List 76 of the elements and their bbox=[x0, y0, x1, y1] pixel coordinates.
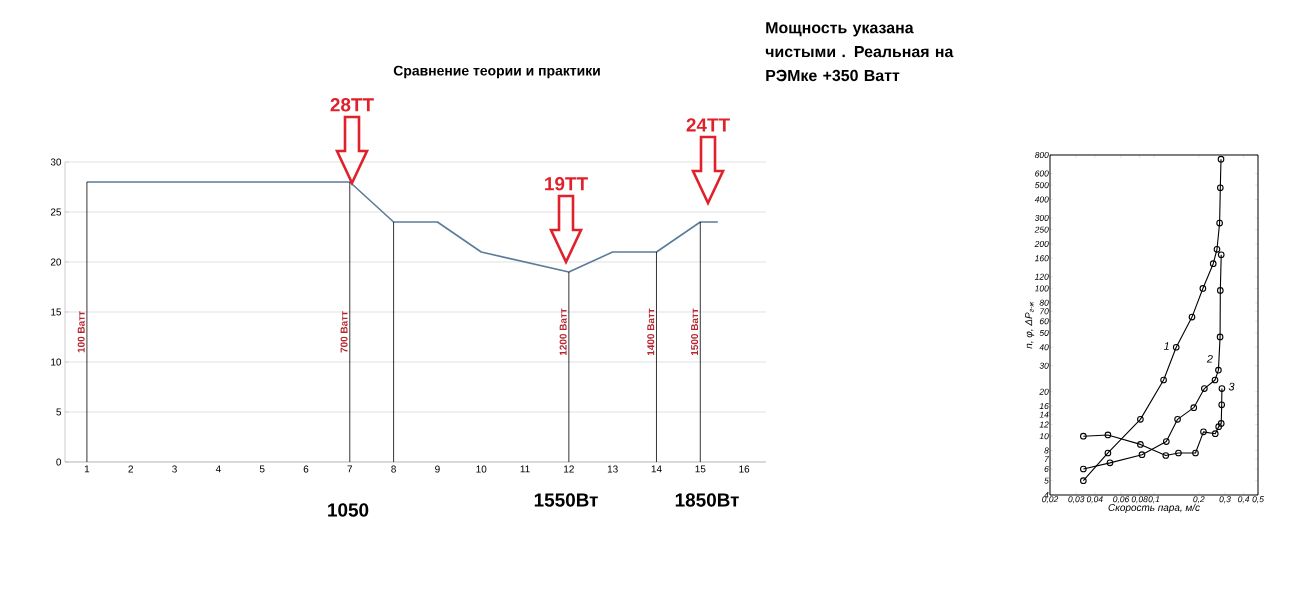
y-tick-label: 40 bbox=[1039, 344, 1049, 351]
x-tick-label: 0,03 bbox=[1068, 496, 1085, 504]
y-tick-label: 7 bbox=[1044, 456, 1050, 463]
y-tick-label: 20 bbox=[50, 258, 62, 266]
text: 1850Вт bbox=[675, 493, 739, 507]
y-tick-label: 500 bbox=[1034, 182, 1049, 189]
y-tick-label: 25 bbox=[50, 208, 62, 216]
x-tick-label: 9 bbox=[435, 465, 440, 473]
x-tick-label: 6 bbox=[303, 465, 309, 473]
x-tick-label: 1 bbox=[84, 465, 90, 473]
x-tick-label: 0,3 bbox=[1219, 496, 1231, 504]
x-tick-label: 16 bbox=[739, 465, 750, 473]
x-tick-label: 4 bbox=[215, 465, 221, 473]
y-tick-label: 5 bbox=[1044, 477, 1049, 484]
text: 1550Вт bbox=[534, 493, 598, 507]
y-tick-label: 10 bbox=[1039, 433, 1049, 440]
ref-line-label: 1200 Ватт bbox=[559, 308, 567, 356]
y-tick-label: 16 bbox=[1039, 403, 1049, 410]
y-tick-label: 14 bbox=[1039, 411, 1049, 418]
y-tick-label: 20 bbox=[1039, 388, 1049, 395]
ref-line-label: 700 Ватт bbox=[340, 311, 348, 353]
series-label: 1 bbox=[1163, 342, 1169, 350]
x-tick-label: 0,1 bbox=[1148, 496, 1160, 504]
y-tick-label: 600 bbox=[1035, 170, 1049, 177]
ref-line-label: 1500 Ватт bbox=[691, 308, 699, 356]
y-tick-label: 120 bbox=[1034, 273, 1049, 280]
y-tick-label: 200 bbox=[1034, 240, 1049, 247]
y-tick-label: 800 bbox=[1034, 152, 1049, 158]
y-tick-label: 400 bbox=[1034, 196, 1049, 203]
y-tick-label: 160 bbox=[1034, 255, 1049, 262]
x-tick-label: 3 bbox=[172, 465, 177, 473]
x-tick-label: 10 bbox=[476, 465, 487, 473]
y-tick-label: 0 bbox=[56, 458, 62, 466]
x-axis-title: Скорость пара, м/с bbox=[1108, 503, 1200, 513]
x-tick-label: 5 bbox=[259, 465, 265, 473]
y-tick-label: 4 bbox=[1044, 492, 1049, 498]
y-tick-label: 60 bbox=[1039, 318, 1049, 325]
x-tick-label: 15 bbox=[695, 465, 706, 473]
x-tick-label: 12 bbox=[564, 465, 574, 473]
x-tick-label: 0,02 bbox=[1042, 496, 1059, 504]
x-tick-label: 8 bbox=[391, 465, 396, 473]
ref-line-label: 1400 Ватт bbox=[647, 308, 655, 356]
y-tick-label: 80 bbox=[1039, 299, 1049, 306]
x-tick-label: 0,06 bbox=[1113, 496, 1130, 504]
y-tick-label: 8 bbox=[1044, 447, 1049, 454]
text: 24ТТ bbox=[686, 118, 730, 132]
series-label: 2 bbox=[1206, 354, 1213, 363]
y-tick-label: 15 bbox=[51, 308, 62, 316]
ref-line-label: 100 Ватт bbox=[77, 311, 85, 353]
y-tick-label: 30 bbox=[50, 158, 62, 166]
x-tick-label: 0,5 bbox=[1252, 496, 1264, 504]
series-label: 3 bbox=[1228, 382, 1235, 391]
annotation: 19ТТ bbox=[545, 177, 588, 191]
text: 28ТТ bbox=[330, 98, 374, 112]
x-tick-label: 0,08 bbox=[1131, 496, 1148, 504]
y-tick-label: 50 bbox=[1039, 329, 1049, 336]
text: Мощность указана чистыми . Реальная на РЭМке +350 Ватт bbox=[765, 22, 954, 82]
text: 1050 bbox=[328, 503, 369, 517]
y-tick-label: 70 bbox=[1040, 308, 1049, 315]
y-tick-label: 10 bbox=[51, 358, 62, 366]
x-tick-label: 7 bbox=[347, 465, 353, 473]
x-tick-label: 0,04 bbox=[1086, 496, 1103, 504]
x-tick-label: 11 bbox=[520, 465, 530, 473]
y-tick-label: 250 bbox=[1034, 226, 1049, 233]
x-tick-label: 0,4 bbox=[1238, 496, 1250, 504]
y-tick-label: 100 bbox=[1034, 285, 1049, 292]
x-tick-label: 13 bbox=[607, 465, 618, 473]
y-tick-label: 300 bbox=[1034, 214, 1049, 221]
y-tick-label: 5 bbox=[56, 408, 62, 416]
x-tick-label: 14 bbox=[651, 465, 662, 473]
y-axis-title: n, φ, ΔP$_{г-ж}$ bbox=[1025, 301, 1035, 349]
x-tick-label: 0,2 bbox=[1193, 496, 1205, 504]
chart-title: Сравнение теории и практики bbox=[393, 65, 600, 79]
y-tick-label: 30 bbox=[1039, 362, 1049, 369]
y-tick-label: 12 bbox=[1039, 421, 1049, 428]
x-tick-label: 2 bbox=[128, 465, 133, 473]
